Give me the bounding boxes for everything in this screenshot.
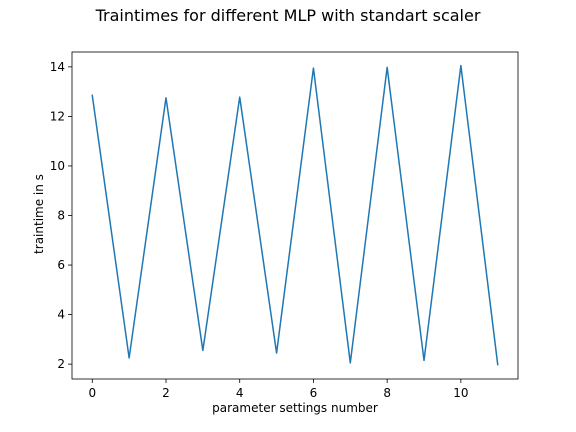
y-axis-label: traintime in s	[32, 174, 46, 254]
x-tick-label: 6	[310, 386, 318, 400]
x-tick-label: 10	[453, 386, 468, 400]
y-tick-label: 6	[57, 258, 65, 272]
x-tick-label: 2	[162, 386, 170, 400]
x-tick-label: 0	[88, 386, 96, 400]
x-tick-label: 8	[383, 386, 391, 400]
y-tick-label: 4	[57, 308, 65, 322]
y-tick-label: 14	[50, 60, 65, 74]
y-tick-label: 2	[57, 357, 65, 371]
chart-title: Traintimes for different MLP with standa…	[95, 6, 481, 25]
x-tick-label: 4	[236, 386, 244, 400]
y-tick-label: 12	[50, 109, 65, 123]
x-axis-label: parameter settings number	[212, 401, 378, 415]
y-tick-label: 10	[50, 159, 65, 173]
y-tick-label: 8	[57, 209, 65, 223]
